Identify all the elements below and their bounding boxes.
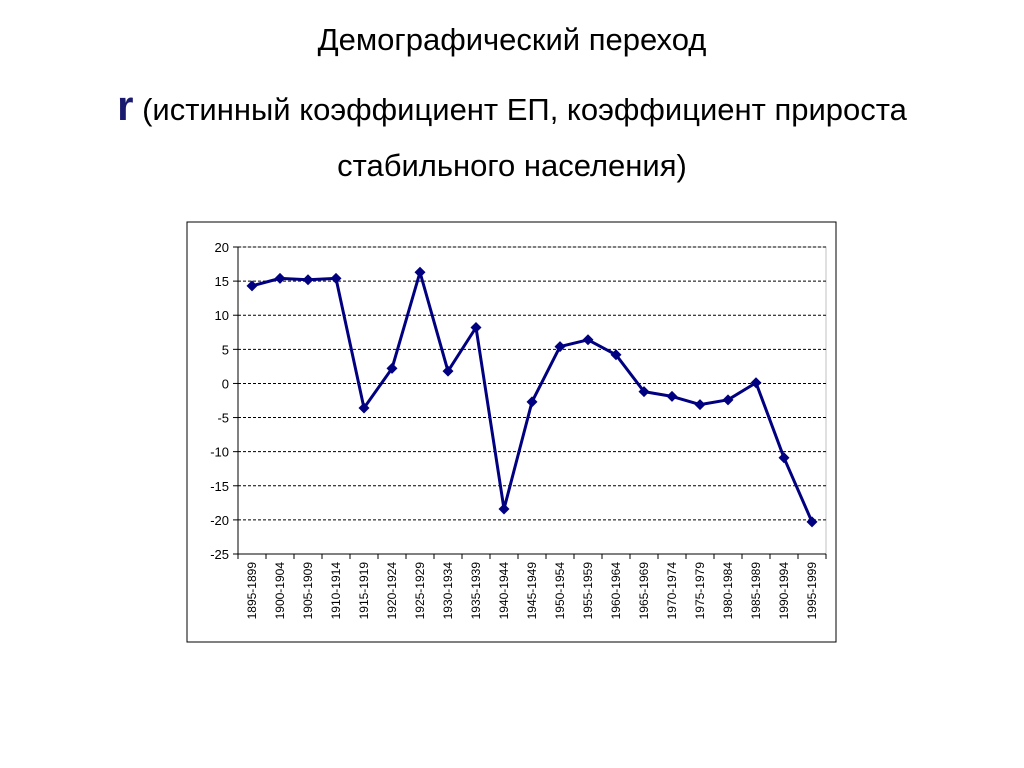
y-tick-label: -5	[217, 411, 229, 426]
x-tick-label: 1930-1934	[441, 562, 455, 620]
slide-title: Демографический переход	[317, 22, 707, 57]
x-tick-label: 1995-1999	[805, 562, 819, 620]
data-point-marker	[750, 377, 762, 389]
data-point-marker	[386, 362, 398, 374]
data-point-marker	[666, 390, 678, 402]
x-tick-label: 1980-1984	[721, 562, 735, 620]
x-tick-label: 1910-1914	[329, 562, 343, 620]
x-tick-label: 1970-1974	[665, 562, 679, 620]
data-point-marker	[526, 396, 538, 408]
data-point-marker	[442, 365, 454, 377]
axes	[233, 246, 827, 559]
y-tick-label: 0	[222, 376, 229, 391]
x-tick-label: 1920-1924	[385, 562, 399, 620]
data-point-marker	[638, 386, 650, 398]
data-point-marker	[470, 322, 482, 334]
x-tick-label: 1895-1899	[245, 562, 259, 620]
slide-subtitle: r (истинный коэффициент ЕП, коэффициент …	[80, 78, 944, 194]
data-point-marker	[806, 516, 818, 528]
data-point-marker	[330, 272, 342, 284]
data-point-marker	[694, 399, 706, 411]
y-tick-label: 10	[215, 308, 229, 323]
x-tick-label: 1905-1909	[301, 562, 315, 620]
r-symbol: r	[117, 82, 134, 129]
x-tick-label: 1935-1939	[469, 562, 483, 620]
x-tick-label: 1915-1919	[357, 562, 371, 620]
data-point-marker	[722, 394, 734, 406]
x-tick-labels: 1895-1899 1900-1904 1905-1909 1910-1914 1915…	[245, 562, 819, 620]
data-point-marker	[246, 280, 258, 292]
data-point-marker	[302, 274, 314, 286]
data-point-marker	[554, 341, 566, 353]
x-tick-label: 1940-1944	[497, 562, 511, 620]
x-tick-label: 1985-1989	[749, 562, 763, 620]
x-tick-label: 1965-1969	[637, 562, 651, 620]
x-tick-label: 1925-1929	[413, 562, 427, 620]
x-tick-label: 1945-1949	[525, 562, 539, 620]
data-point-marker	[778, 452, 790, 464]
data-point-marker	[582, 334, 594, 346]
x-tick-label: 1900-1904	[273, 562, 287, 620]
data-point-marker	[414, 266, 426, 278]
subtitle-text: (истинный коэффициент ЕП, коэффициент пр…	[142, 92, 907, 183]
y-tick-label: 20	[215, 240, 229, 255]
y-tick-label: -20	[210, 513, 229, 528]
y-tick-label: -15	[210, 479, 229, 494]
data-point-marker	[274, 272, 286, 284]
x-tick-label: 1990-1994	[777, 562, 791, 620]
data-point-marker	[358, 402, 370, 414]
y-tick-label: 15	[215, 274, 229, 289]
series-markers	[246, 266, 818, 528]
x-tick-label: 1950-1954	[553, 562, 567, 620]
data-point-marker	[610, 349, 622, 361]
data-point-marker	[498, 503, 510, 515]
y-tick-label: -25	[210, 547, 229, 562]
x-tick-label: 1955-1959	[581, 562, 595, 620]
y-tick-label: 5	[222, 342, 229, 357]
x-tick-label: 1960-1964	[609, 562, 623, 620]
y-tick-labels: 20 15 10 5 0 -5 -10 -15 -20 -25	[210, 240, 229, 562]
x-tick-label: 1975-1979	[693, 562, 707, 620]
y-tick-label: -10	[210, 445, 229, 460]
